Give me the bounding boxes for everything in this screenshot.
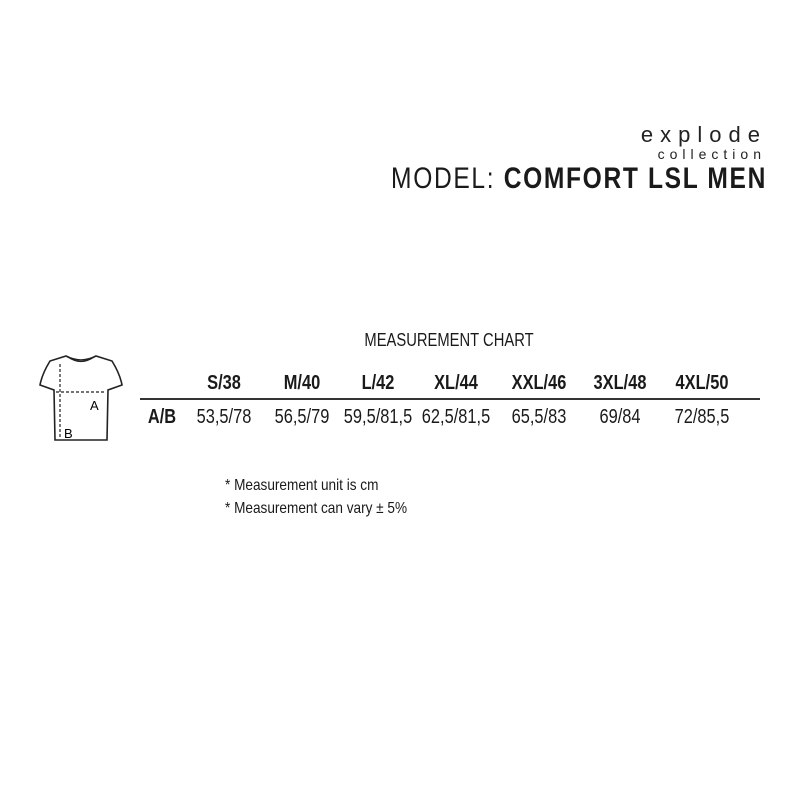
size-header: L/42 [361,372,395,394]
note-unit: * Measurement unit is cm [225,477,379,494]
model-label: MODEL: [391,162,496,195]
model-title: MODEL: COMFORT LSL MEN [391,162,767,196]
size-value: 72/85,5 [674,406,730,428]
size-header: 3XL/48 [593,372,647,394]
size-value: 65,5/83 [511,406,567,428]
tshirt-diagram-icon: A B [39,355,123,441]
note-variance: * Measurement can vary ± 5% [225,500,408,517]
size-value: 59,5/81,5 [343,406,413,428]
size-header: XXL/46 [511,372,567,394]
label-b: B [64,426,73,441]
size-header: XL/44 [434,372,478,394]
model-name: COMFORT LSL MEN [503,162,767,195]
size-value: 69/84 [599,406,641,428]
label-a: A [90,398,99,413]
brand-name: explode [640,122,767,147]
size-header: M/40 [283,372,321,394]
brand-subtitle: collection [657,146,766,162]
size-header: S/38 [207,372,241,394]
chart-title: MEASUREMENT CHART [364,330,534,350]
size-value: 56,5/79 [274,406,330,428]
size-header: 4XL/50 [675,372,729,394]
row-label: A/B [147,406,177,428]
size-value: 53,5/78 [196,406,252,428]
table-divider [140,398,760,400]
size-value: 62,5/81,5 [421,406,491,428]
